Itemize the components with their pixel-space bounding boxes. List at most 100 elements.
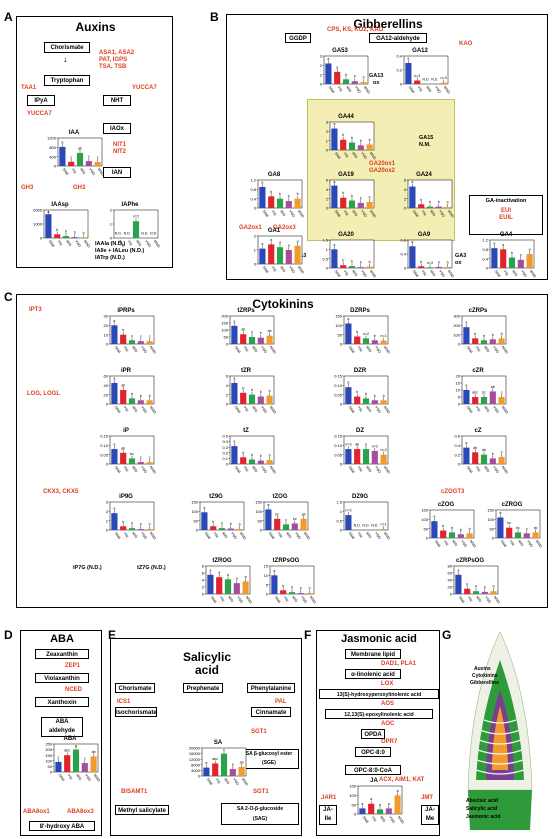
x-tick-label: MIN: [227, 595, 234, 603]
bar-min: [342, 79, 350, 84]
bar-yno: [489, 391, 496, 404]
x-tick-label: SAM: [348, 531, 356, 540]
x-tick-label: SAM: [48, 239, 56, 248]
auxins-panel: Auxins Chorismate ASA1, ASA2 PAT, IGPS T…: [16, 16, 173, 268]
y-tick-label: 0: [458, 402, 461, 407]
x-tick-label: YNO: [88, 167, 96, 176]
x-tick-label: YIN: [56, 239, 63, 247]
y-tick-label: 0.05: [334, 452, 343, 457]
bar-yin: [334, 71, 341, 84]
acx-enzyme: ACX, AIM1, KAT: [379, 777, 425, 783]
bar-mno: [380, 340, 387, 344]
auxins-title: Auxins: [75, 20, 116, 34]
x-tick-label: MIN: [131, 405, 138, 413]
x-tick-label: YNO: [492, 405, 500, 414]
significance-letter: a: [279, 241, 281, 245]
bar-sam: [111, 449, 118, 464]
x-tick-label: MIN: [251, 345, 258, 353]
significance-letter: a: [218, 571, 220, 575]
chart-dzrps: DZRPs 150 100 50 0 a SAM b YIN n=2 MIN b YNO n=1 MNO: [330, 308, 391, 356]
y-tick-label: 0.4: [222, 439, 228, 444]
ja-ile-node: JA- Ile: [319, 805, 337, 825]
y-tick-label: 0.1: [222, 456, 228, 461]
significance-letter: b: [345, 73, 347, 77]
gh3-a-enzyme: GH3: [21, 185, 34, 191]
x-tick-label: MIN: [483, 465, 490, 473]
xanthoxin-node: Xanthoxin: [35, 697, 89, 707]
bar-yin: [54, 234, 61, 238]
chart-svg: 200 150 100 50 0 a SAM ab YIN b MIN b YNO ab MNO: [221, 314, 277, 355]
x-tick-label: SAM: [412, 209, 420, 218]
x-tick-label: YNO: [300, 595, 308, 604]
x-tick-label: YNO: [492, 345, 500, 354]
bar-yin: [240, 334, 247, 344]
x-tick-label: MNO: [501, 345, 509, 354]
significance-letter: c: [140, 335, 142, 339]
bar-yin: [340, 139, 347, 150]
significance-letter: b: [251, 453, 253, 457]
significance-letter: b: [242, 451, 244, 455]
x-tick-label: YNO: [144, 239, 152, 248]
x-tick-label: YNO: [374, 405, 382, 414]
x-tick-label: YIN: [218, 595, 225, 603]
bar-yin: [280, 590, 287, 594]
y-tick-label: 100: [45, 758, 52, 763]
significance-letter: a: [227, 573, 229, 577]
chart-title: iPRPs: [117, 308, 135, 314]
tissue-illustration-svg: [467, 631, 533, 830]
bar-mno: [498, 338, 505, 344]
significance-letter: a: [407, 57, 409, 61]
bar-min: [362, 449, 370, 464]
significance-letter: n=3: [414, 74, 420, 78]
significance-letter: n=2: [372, 444, 378, 448]
y-tick-label: 0: [486, 266, 489, 271]
tsa-enzyme: TSA, TSB: [99, 64, 127, 70]
asa-enzyme: ASA1, ASA2: [99, 50, 135, 56]
x-tick-label: SAM: [234, 465, 242, 474]
x-tick-label: YIN: [66, 773, 73, 781]
linolenic-node: α-linolenic acid: [345, 669, 401, 679]
membrane-lipid-node: Membrane lipid: [345, 649, 401, 659]
bar-mno: [300, 518, 307, 530]
bar-sam: [201, 512, 208, 530]
y-tick-label: 5: [266, 582, 269, 587]
significance-letter: b: [492, 452, 494, 456]
chart-czrog: cZROG 150 100 50 0 a SAM bc YIN bc MIN c YNO bc MNO: [482, 502, 543, 550]
x-tick-label: YIN: [502, 269, 509, 277]
y-tick-label: 0.15: [100, 434, 109, 439]
x-tick-label: MIN: [425, 85, 432, 93]
y-tick-label: 0: [326, 266, 329, 271]
chart-svg: 150 100 50 0 a SAM b YIN b MIN b YNO b MNO: [191, 500, 247, 541]
significance-letter: b: [282, 584, 284, 588]
significance-letter: c: [88, 155, 90, 159]
bar-yin: [120, 452, 127, 464]
chart-iaa: IAA 1200 800 400 0 a SAM c YIN ab MIN c YNO c MNO: [44, 130, 105, 178]
significance-letter: a: [333, 180, 335, 184]
y-tick-label: 60: [104, 374, 109, 379]
y-tick-label: 1200: [47, 136, 57, 141]
bar-yin: [120, 390, 127, 404]
x-tick-label: MNO: [383, 465, 391, 474]
bar-yin: [68, 161, 75, 166]
x-tick-label: MNO: [97, 167, 105, 176]
y-tick-label: 0: [404, 266, 407, 271]
significance-letter: b: [493, 585, 495, 589]
x-tick-label: YNO: [260, 465, 268, 474]
y-tick-label: 50: [424, 526, 429, 531]
x-tick-label: YIN: [122, 531, 129, 539]
y-tick-label: 60: [448, 571, 453, 576]
chart-title: ABA: [63, 736, 77, 742]
chart-cz: cZ 0.6 0.4 0.2 0 a SAM ab YIN ab MIN b YNO b MNO: [448, 428, 509, 476]
ip7g-note: iP7G (N.D.): [73, 565, 102, 571]
significance-letter: a: [261, 181, 263, 185]
y-tick-label: 0: [226, 402, 229, 407]
chart-svg: 1.2 0.8 0.4 0 a SAM b YIN b MIN b YNO b MNO: [250, 178, 305, 219]
y-tick-label: 0.5: [222, 434, 228, 439]
x-tick-label: MNO: [397, 815, 405, 824]
iaox-node: IAOx: [103, 123, 131, 134]
chart-svg: 0.4 0.2 0 a SAM n=3 YIN N.D. MIN N.D. YNO n=3 MNO: [396, 54, 451, 95]
chart-sa: SA 20000 16000 12000 8000 4000 0 a SAM abc YIN c MIN…: [188, 740, 249, 788]
y-tick-label: 0.2: [396, 68, 402, 73]
significance-letter: a: [347, 317, 349, 321]
yucca7-left-enzyme: YUCCA7: [27, 111, 52, 117]
